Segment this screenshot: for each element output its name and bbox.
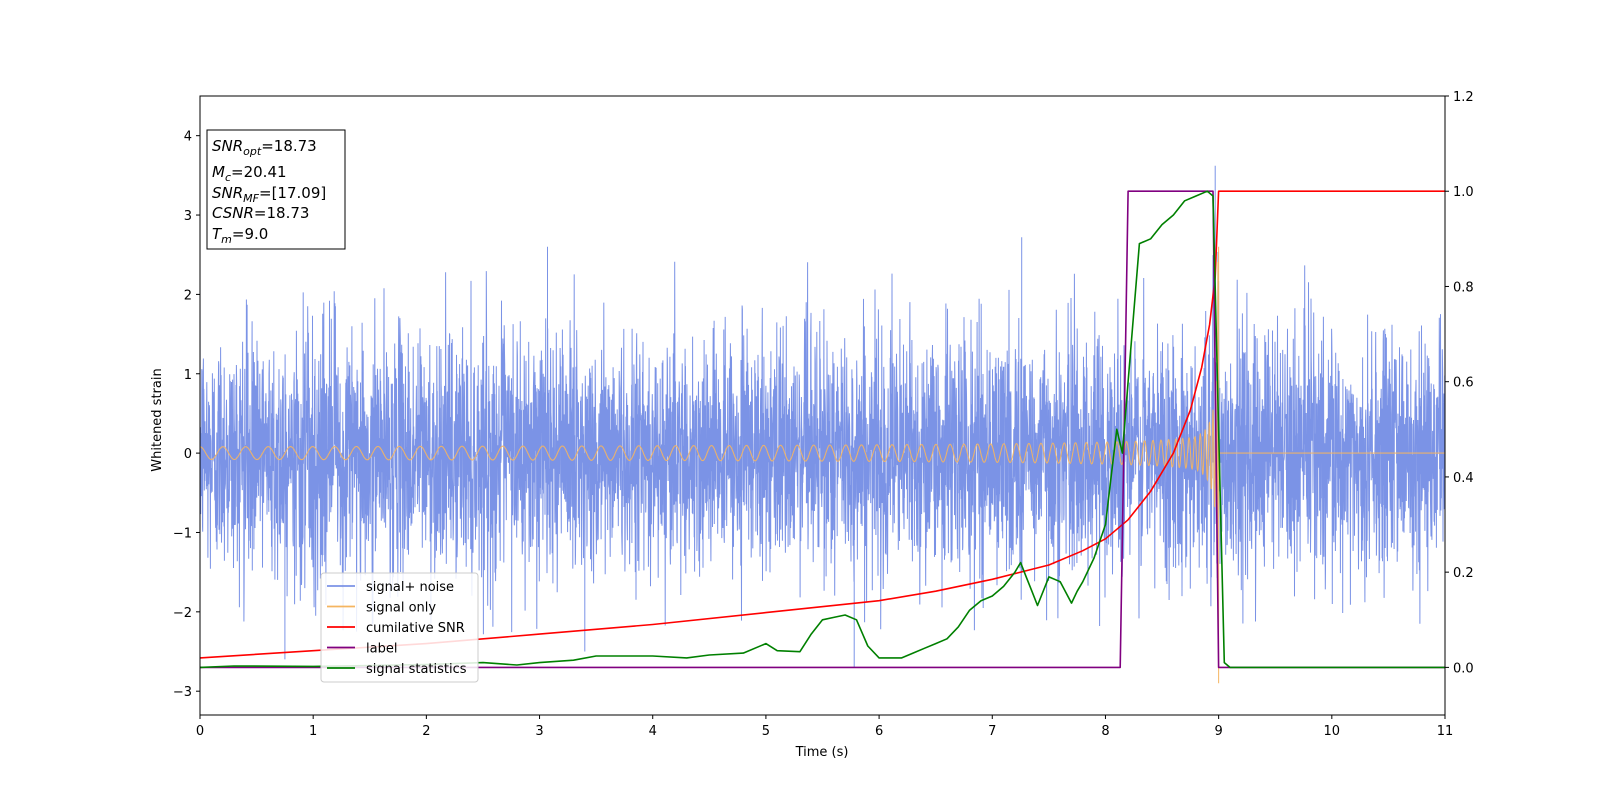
series-layer <box>200 165 1445 684</box>
legend-label: label <box>366 642 397 657</box>
y2-tick-label: 0.8 <box>1453 280 1474 295</box>
legend: signal+ noise signal only cumilative SNR la… <box>320 572 479 683</box>
x-tick-label: 11 <box>1437 724 1454 739</box>
legend-label: signal+ noise <box>366 580 454 595</box>
x-tick-label: 1 <box>309 724 317 739</box>
legend-frame <box>320 572 479 683</box>
info-line-snr-opt: SNRopt=18.73 <box>212 137 317 158</box>
info-box-frame <box>206 129 346 250</box>
series-signal-noise <box>200 165 1445 668</box>
y-axis-label: Whitened strain <box>150 368 165 471</box>
x-tick-label: 8 <box>1101 724 1109 739</box>
y2-tick-label: 1.0 <box>1453 185 1474 200</box>
info-line-csnr: CSNR=18.73 <box>212 204 309 222</box>
legend-label: signal statistics <box>366 662 467 677</box>
series-cumulative-snr <box>200 190 1445 659</box>
x-tick-label: 3 <box>535 724 543 739</box>
x-tick-label: 4 <box>649 724 657 739</box>
x-tick-label: 5 <box>762 724 770 739</box>
x-tick-label: 6 <box>875 724 883 739</box>
x-tick-label: 0 <box>196 724 204 739</box>
y2-tick-label: 0.2 <box>1453 566 1474 581</box>
ticks-layer: 0 1 2 3 4 5 6 7 8 9 10 11 −3 −2 −1 0 1 2 3 4 0.0 0.2 0.4 0.6 0.8… <box>173 90 1474 739</box>
plot-frame <box>199 95 1446 716</box>
info-line-mc: Mc=20.41 <box>212 163 287 184</box>
y-tick-label: −3 <box>173 685 192 700</box>
x-tick-label: 7 <box>988 724 996 739</box>
y-tick-label: −2 <box>173 606 192 621</box>
y-tick-label: 2 <box>184 288 192 303</box>
y-tick-label: 3 <box>184 209 192 224</box>
y-tick-label: 4 <box>184 130 192 145</box>
y-tick-label: 1 <box>184 368 192 383</box>
legend-label: cumilative SNR <box>366 621 465 636</box>
y2-tick-label: 0.6 <box>1453 376 1474 391</box>
y2-tick-label: 1.2 <box>1453 90 1474 105</box>
info-line-tm: Tm=9.0 <box>212 225 268 246</box>
y2-tick-label: 0.4 <box>1453 471 1474 486</box>
y-tick-label: −1 <box>173 526 192 541</box>
x-tick-label: 9 <box>1214 724 1222 739</box>
series-signal-statistics <box>200 190 1445 669</box>
info-line-snr-mf: SNRMF=[17.09] <box>212 184 326 205</box>
legend-label: signal only <box>366 601 436 616</box>
x-axis-label: Time (s) <box>795 745 849 760</box>
info-box: SNRopt=18.73 Mc=20.41 SNRMF=[17.09] CSNR… <box>206 129 346 250</box>
y-tick-label: 0 <box>184 447 192 462</box>
x-tick-label: 2 <box>422 724 430 739</box>
x-tick-label: 10 <box>1324 724 1341 739</box>
y2-tick-label: 0.0 <box>1453 661 1474 676</box>
